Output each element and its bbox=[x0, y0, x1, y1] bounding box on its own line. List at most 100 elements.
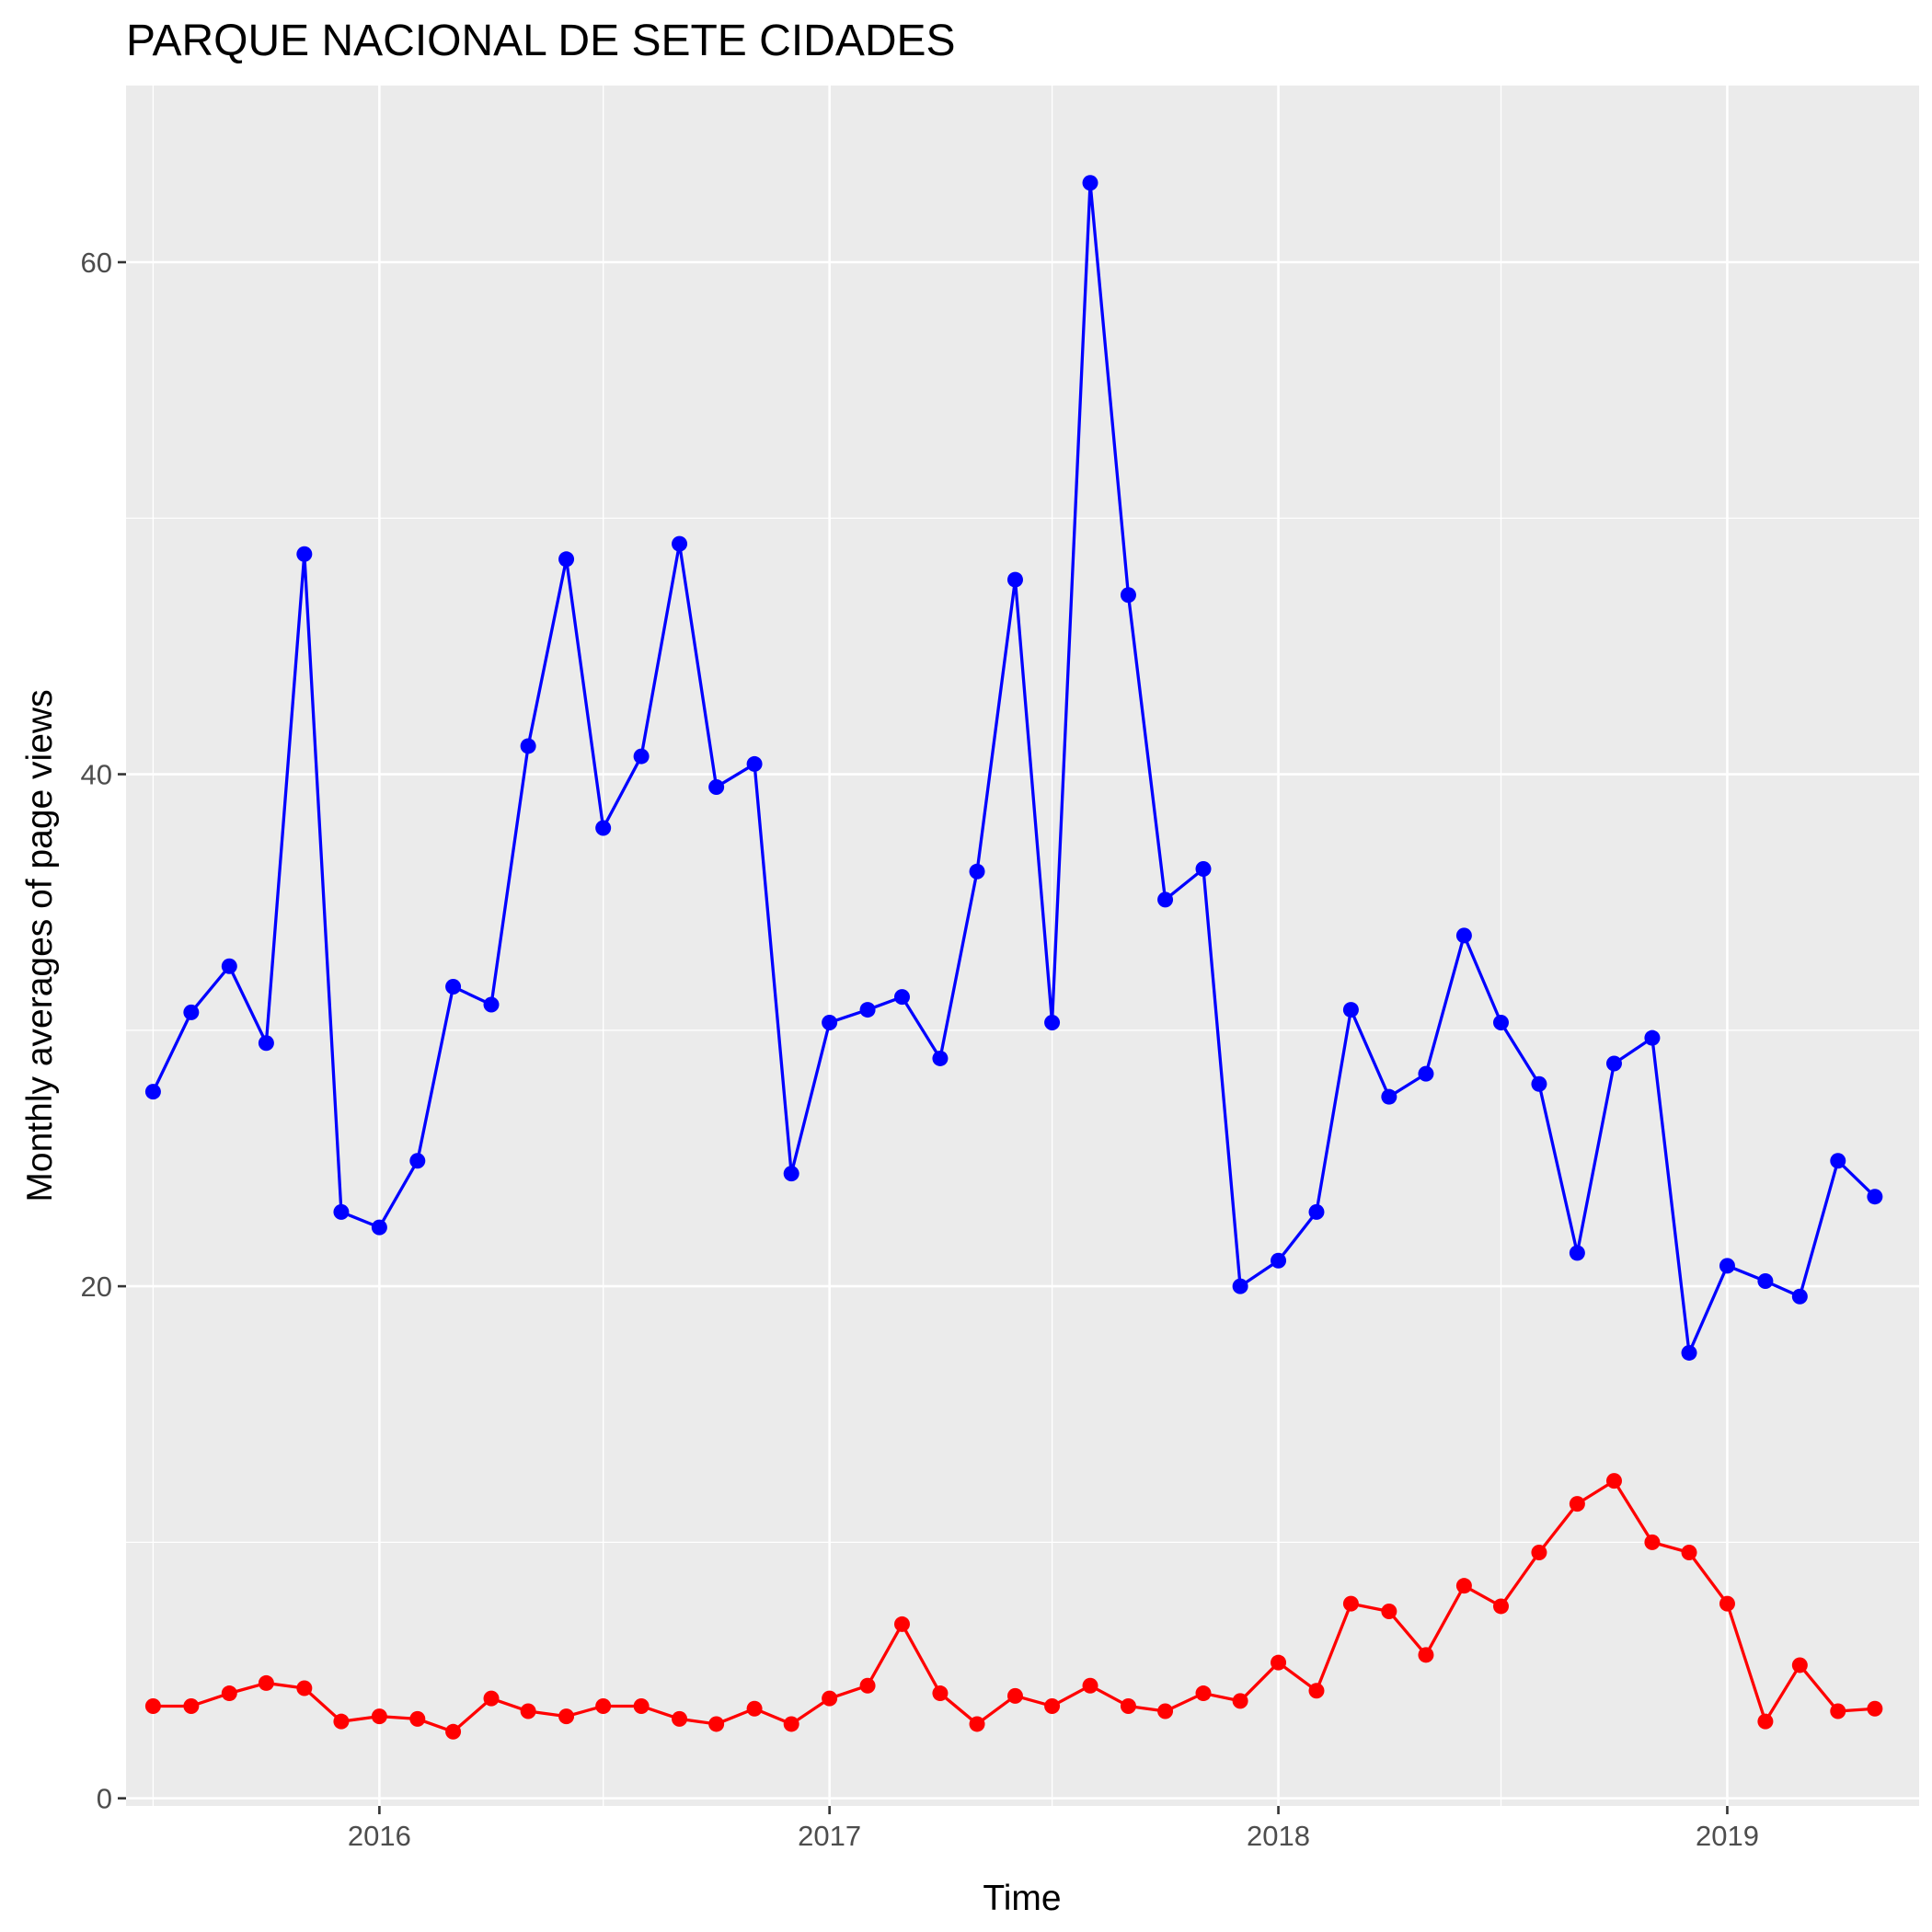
series-2-point bbox=[1644, 1534, 1661, 1550]
series-2-point bbox=[595, 1697, 612, 1714]
series-1-point bbox=[1195, 861, 1212, 878]
series-2-point bbox=[144, 1697, 161, 1714]
series-1-point bbox=[520, 738, 536, 754]
series-2-point bbox=[1271, 1654, 1287, 1671]
series-1-point bbox=[595, 820, 612, 836]
series-1-point bbox=[296, 546, 313, 562]
series-1-point bbox=[333, 1203, 350, 1220]
series-1-point bbox=[1719, 1258, 1735, 1274]
series-2-point bbox=[1418, 1647, 1434, 1663]
axis-ticks bbox=[118, 260, 1729, 1814]
series-2-point bbox=[183, 1697, 200, 1714]
series-2-point bbox=[221, 1685, 237, 1702]
series-2-point bbox=[1120, 1697, 1136, 1714]
series-2-point bbox=[483, 1690, 500, 1707]
series-2-point bbox=[1605, 1473, 1622, 1489]
series-1-point bbox=[409, 1153, 426, 1169]
x-tick-label: 2018 bbox=[1247, 1820, 1310, 1852]
series-2-point bbox=[1493, 1598, 1510, 1615]
minor-gridlines bbox=[126, 86, 1919, 1806]
series-2-point bbox=[1157, 1703, 1174, 1719]
series-1-point bbox=[258, 1035, 274, 1052]
series-2-point bbox=[1195, 1685, 1212, 1702]
series-1-point bbox=[1082, 175, 1098, 191]
series-2-point bbox=[1381, 1604, 1397, 1620]
x-tick-label: 2016 bbox=[348, 1820, 411, 1852]
series-2-point bbox=[1531, 1545, 1547, 1561]
series-1-point bbox=[969, 863, 985, 880]
series-1-point bbox=[1493, 1014, 1510, 1030]
y-tick-label: 20 bbox=[81, 1271, 112, 1303]
series-2-point bbox=[1232, 1693, 1248, 1709]
series-2-point bbox=[1791, 1657, 1808, 1673]
series-1-point bbox=[932, 1050, 949, 1066]
series-1-point bbox=[221, 958, 237, 974]
series-1-point bbox=[144, 1084, 161, 1100]
series-2-point bbox=[746, 1700, 763, 1717]
series-1-point bbox=[445, 979, 462, 995]
series-2-point bbox=[1308, 1683, 1325, 1699]
series-2-point bbox=[296, 1680, 313, 1696]
series-1-point bbox=[859, 1002, 876, 1018]
series-1-point bbox=[822, 1014, 838, 1030]
series-2-point bbox=[371, 1708, 387, 1725]
series-2-point bbox=[1867, 1700, 1883, 1717]
series-2-point bbox=[1082, 1677, 1098, 1694]
series-2-point bbox=[258, 1674, 274, 1691]
series-1-point bbox=[1644, 1029, 1661, 1046]
series-1-point bbox=[1531, 1075, 1547, 1092]
series-2-point bbox=[783, 1716, 799, 1732]
series-2-point bbox=[409, 1710, 426, 1727]
y-tick-label: 0 bbox=[97, 1783, 112, 1815]
series-1-point bbox=[1381, 1088, 1397, 1105]
series-2-point bbox=[822, 1690, 838, 1707]
series-1-point bbox=[1308, 1203, 1325, 1220]
x-tick-label: 2019 bbox=[1696, 1820, 1759, 1852]
series-2-point bbox=[445, 1723, 462, 1740]
series-2-point bbox=[1455, 1578, 1472, 1594]
series-layer bbox=[144, 175, 1883, 1740]
series-1-point bbox=[1867, 1189, 1883, 1205]
x-tick-label: 2017 bbox=[798, 1820, 861, 1852]
series-2-point bbox=[1006, 1687, 1023, 1704]
series-1-point bbox=[1569, 1245, 1585, 1261]
series-2-point bbox=[1830, 1703, 1846, 1719]
series-2-point bbox=[1719, 1595, 1735, 1612]
series-2-point bbox=[558, 1708, 575, 1725]
series-1-point bbox=[672, 535, 688, 552]
series-1-point bbox=[893, 989, 910, 1006]
series-1-point bbox=[1044, 1014, 1061, 1030]
series-2-point bbox=[708, 1716, 725, 1732]
axis-tick-labels: 0 20 40 60 2016 2017 2018 2019 bbox=[81, 247, 1759, 1852]
series-1-point bbox=[558, 551, 575, 568]
series-1-point bbox=[708, 778, 725, 795]
series-1-point bbox=[1455, 927, 1472, 944]
series-1-point bbox=[1120, 587, 1136, 604]
series-2-point bbox=[1681, 1545, 1697, 1561]
series-1-point bbox=[1006, 571, 1023, 588]
series-1-point bbox=[1418, 1065, 1434, 1082]
series-2-point bbox=[932, 1685, 949, 1702]
series-2-point bbox=[859, 1677, 876, 1694]
series-1-point bbox=[633, 748, 650, 765]
series-1-point bbox=[1342, 1002, 1359, 1018]
series-2-point bbox=[1342, 1595, 1359, 1612]
series-1-point bbox=[1757, 1273, 1774, 1290]
series-1-point bbox=[1830, 1153, 1846, 1169]
series-2-point bbox=[633, 1697, 650, 1714]
series-1-point bbox=[1791, 1288, 1808, 1305]
plot-panel bbox=[126, 86, 1919, 1806]
major-gridlines bbox=[126, 86, 1919, 1806]
y-tick-label: 60 bbox=[81, 247, 112, 279]
series-1-point bbox=[183, 1004, 200, 1020]
series-2-point bbox=[333, 1713, 350, 1730]
series-1-point bbox=[1232, 1278, 1248, 1294]
series-1-point bbox=[1605, 1055, 1622, 1072]
series-2-point bbox=[1044, 1697, 1061, 1714]
y-tick-label: 40 bbox=[81, 759, 112, 791]
chart-title: PARQUE NACIONAL DE SETE CIDADES bbox=[126, 17, 956, 65]
series-1-point bbox=[783, 1166, 799, 1182]
series-1-point bbox=[746, 755, 763, 772]
series-2-point bbox=[672, 1710, 688, 1727]
